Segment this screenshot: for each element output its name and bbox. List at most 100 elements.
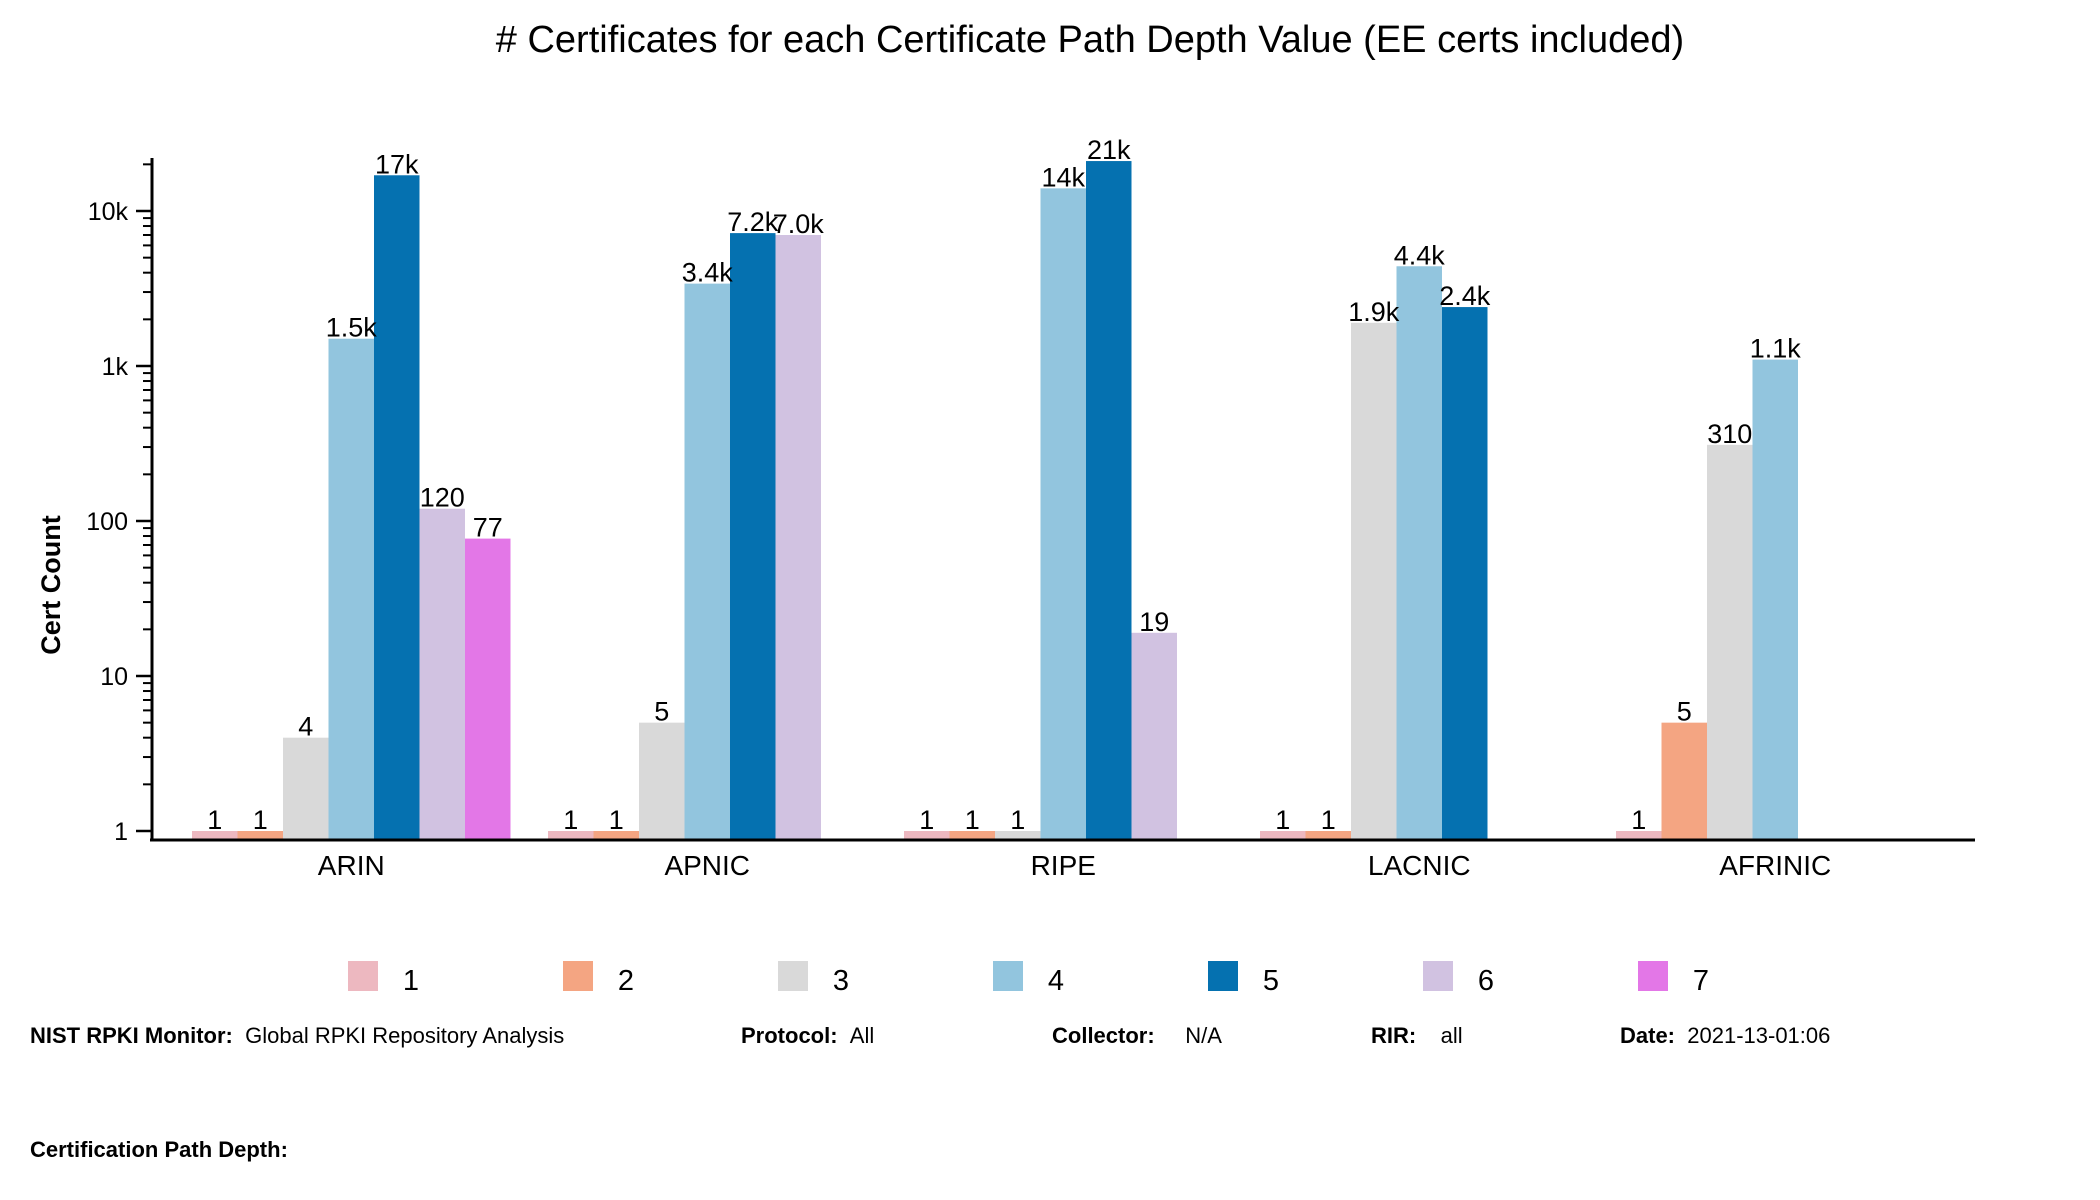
x-tick-label: ARIN [318, 850, 385, 881]
y-axis: 1 10 100 1k 10k [86, 158, 154, 846]
bars [192, 161, 1798, 841]
legend-swatch [778, 961, 808, 991]
footer-collector: Collector: N/A [1052, 1023, 1222, 1049]
legend-swatch [1423, 961, 1453, 991]
bar [548, 831, 594, 840]
legend-label: 5 [1263, 965, 1279, 997]
y-tick-label: 1k [102, 353, 129, 381]
date-label: Date: [1620, 1023, 1676, 1048]
legend-label: 4 [1048, 965, 1064, 997]
bar [465, 538, 511, 840]
bar [374, 175, 420, 841]
protocol-value: All [849, 1023, 875, 1048]
data-label: 7.2k [727, 207, 779, 237]
x-tick-label: APNIC [664, 850, 750, 881]
data-label: 1 [965, 805, 980, 835]
data-label: 7.0k [773, 209, 825, 239]
bar [237, 831, 283, 840]
rir-value: all [1440, 1023, 1463, 1048]
protocol-label: Protocol: [741, 1023, 838, 1048]
bar [1442, 307, 1488, 840]
data-label: 1 [1631, 805, 1646, 835]
footer-date: Date: 2021-13-01:06 [1620, 1023, 1830, 1049]
footer-protocol: Protocol: All [741, 1023, 874, 1049]
footer-depth: Certification Path Depth: [30, 1137, 288, 1163]
data-label: 1 [253, 805, 268, 835]
bar [1131, 632, 1177, 840]
bar [1086, 161, 1132, 840]
y-tick-label: 10 [100, 663, 128, 691]
date-value: 2021-13-01:06 [1687, 1023, 1831, 1048]
data-label: 1 [1275, 805, 1290, 835]
data-label: 1 [207, 805, 222, 835]
data-label: 1 [919, 805, 934, 835]
x-tick-label: AFRINIC [1719, 850, 1831, 881]
bar [904, 831, 950, 840]
data-label: 120 [420, 483, 465, 513]
x-tick-label: RIPE [1031, 850, 1096, 881]
data-label: 5 [1677, 697, 1692, 727]
bar [995, 831, 1041, 840]
data-label: 1 [1321, 805, 1336, 835]
bar [1707, 444, 1753, 840]
collector-label: Collector: [1052, 1023, 1155, 1048]
data-label: 1 [609, 805, 624, 835]
data-label: 1.1k [1750, 334, 1802, 364]
bar [283, 737, 329, 840]
legend-label: 1 [403, 965, 419, 997]
data-label: 310 [1707, 419, 1752, 449]
bar [1396, 266, 1442, 840]
bar [1260, 831, 1306, 840]
chart-title: # Certificates for each Certificate Path… [496, 19, 1684, 61]
data-label: 4 [298, 712, 313, 742]
data-label: 2.4k [1439, 281, 1491, 311]
x-axis: ARIN APNIC RIPE LACNIC AFRINIC [318, 850, 1831, 881]
y-axis-label: Cert Count [36, 515, 66, 654]
data-label: 14k [1041, 162, 1085, 192]
bar [639, 722, 685, 840]
data-label: 21k [1087, 135, 1131, 165]
bar [684, 283, 730, 841]
y-tick-label: 10k [88, 198, 129, 226]
data-label: 4.4k [1394, 240, 1446, 270]
footer-rir: RIR: all [1371, 1023, 1463, 1049]
bar [775, 235, 821, 841]
data-label: 17k [375, 149, 419, 179]
rir-label: RIR: [1371, 1023, 1417, 1048]
legend-swatch [348, 961, 378, 991]
bar [1661, 722, 1707, 840]
data-label: 77 [473, 513, 503, 543]
collector-value: N/A [1185, 1023, 1222, 1048]
data-label: 5 [654, 697, 669, 727]
y-tick-label: 100 [86, 508, 128, 536]
bar [949, 831, 995, 840]
bar [730, 233, 776, 840]
data-label: 3.4k [682, 258, 734, 288]
bar [328, 338, 374, 840]
bar [1616, 831, 1662, 840]
legend-label: 3 [833, 965, 849, 997]
legend-swatch [993, 961, 1023, 991]
depth-label: Certification Path Depth: [30, 1137, 288, 1162]
bar [1040, 188, 1086, 840]
y-tick-label: 1 [114, 818, 128, 846]
data-label: 1.5k [326, 313, 378, 343]
data-label: 1 [563, 805, 578, 835]
bar [1351, 322, 1397, 840]
data-label: 1 [1010, 805, 1025, 835]
legend-label: 2 [618, 965, 634, 997]
monitor-label: NIST RPKI Monitor: [30, 1023, 233, 1048]
legend-label: 7 [1693, 965, 1709, 997]
data-label: 19 [1139, 607, 1169, 637]
legend-label: 6 [1478, 965, 1494, 997]
monitor-value: Global RPKI Repository Analysis [245, 1023, 565, 1048]
bar [419, 508, 465, 840]
legend-swatch [1638, 961, 1668, 991]
legend-swatch [1208, 961, 1238, 991]
bar [593, 831, 639, 840]
bar [1305, 831, 1351, 840]
footer-monitor: NIST RPKI Monitor: Global RPKI Repositor… [30, 1023, 564, 1049]
legend: 1 2 3 4 5 6 7 [348, 961, 1709, 997]
